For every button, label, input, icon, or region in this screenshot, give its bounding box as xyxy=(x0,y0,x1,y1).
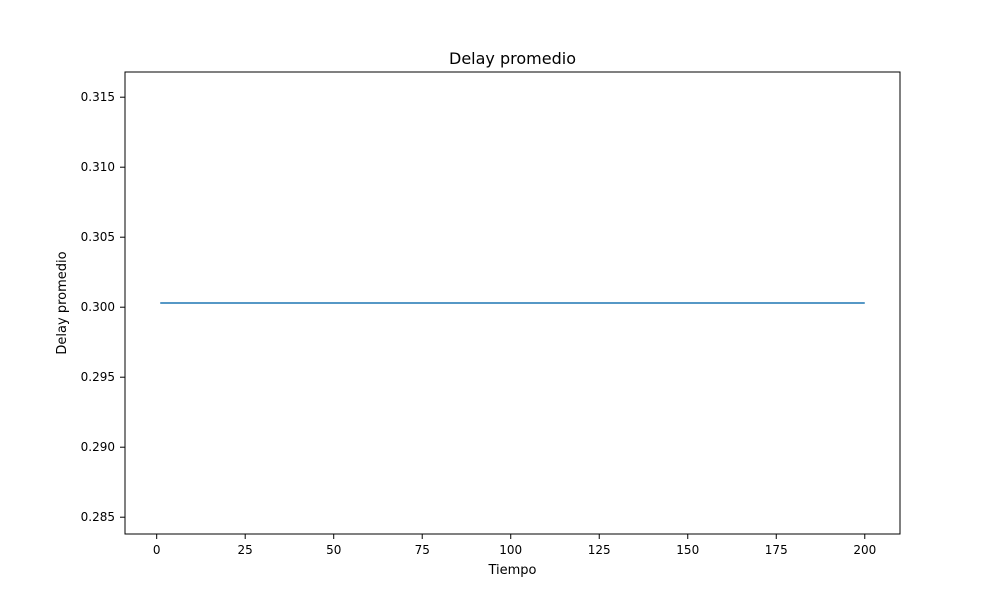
plot-frame xyxy=(124,71,901,535)
x-tick-label: 25 xyxy=(238,543,253,557)
y-tick-label: 0.305 xyxy=(81,230,115,244)
x-tick-label: 200 xyxy=(853,543,876,557)
x-tick-label: 125 xyxy=(588,543,611,557)
plot-layer: 0 25 50 75 100 125 150 175 200 0.285 0.290 0.295 0.3… xyxy=(81,90,877,557)
y-tick-label: 0.290 xyxy=(81,440,115,454)
x-tick-label: 175 xyxy=(765,543,788,557)
x-tick-label: 0 xyxy=(153,543,161,557)
x-tick-label: 100 xyxy=(499,543,522,557)
chart-title: Delay promedio xyxy=(449,49,576,68)
x-tick-label: 75 xyxy=(415,543,430,557)
x-tick-label: 50 xyxy=(326,543,341,557)
y-tick-label: 0.295 xyxy=(81,370,115,384)
y-tick-label: 0.315 xyxy=(81,90,115,104)
x-tick-label: 150 xyxy=(676,543,699,557)
y-tick-label: 0.285 xyxy=(81,510,115,524)
x-axis-label: Tiempo xyxy=(487,563,536,578)
y-tick-label: 0.310 xyxy=(81,160,115,174)
y-tick-label: 0.300 xyxy=(81,300,115,314)
y-axis-label: Delay promedio xyxy=(55,251,70,354)
